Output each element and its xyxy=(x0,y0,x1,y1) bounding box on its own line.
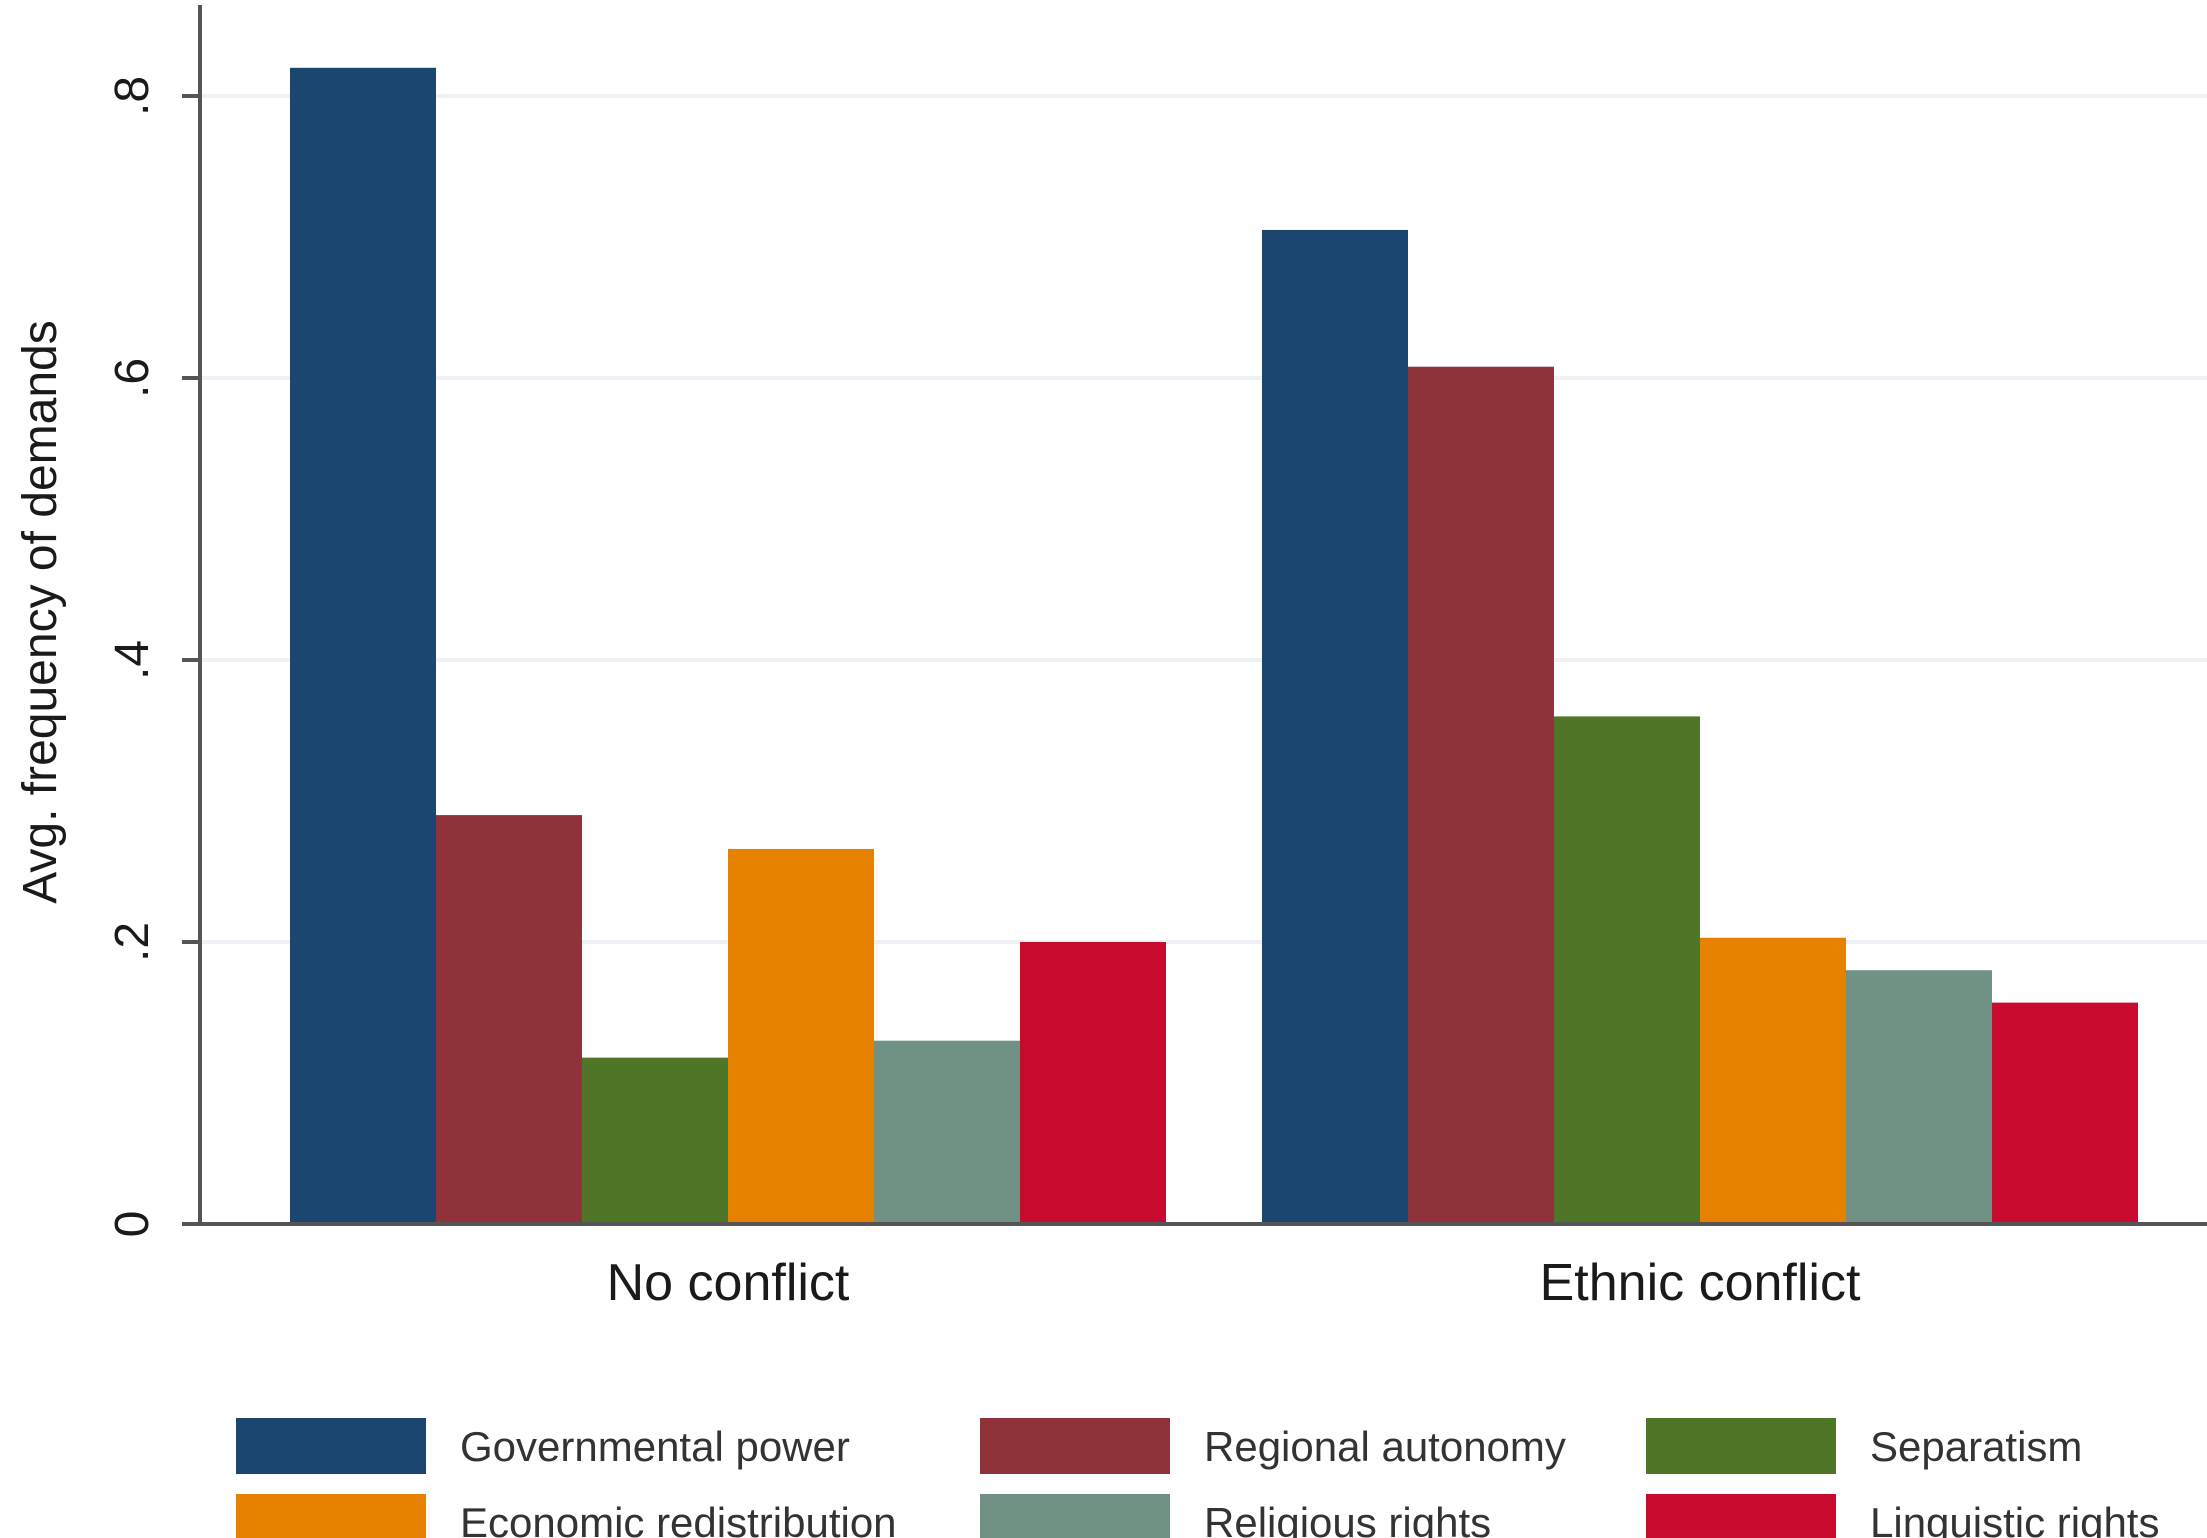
bar xyxy=(1408,366,1554,1225)
bar xyxy=(874,1040,1020,1224)
y-tick-label: .4 xyxy=(106,640,159,680)
legend-swatch xyxy=(980,1494,1170,1538)
bar xyxy=(1554,716,1700,1224)
bar xyxy=(1700,937,1846,1224)
x-category-label: No conflict xyxy=(607,1254,850,1312)
x-category-label: Ethnic conflict xyxy=(1540,1254,1861,1312)
legend-swatch xyxy=(236,1494,426,1538)
y-tick-label: .2 xyxy=(106,922,159,962)
gridlines xyxy=(202,94,2207,944)
bar xyxy=(1020,942,1166,1224)
bar xyxy=(1846,970,1992,1224)
legend-label: Separatism xyxy=(1870,1423,2082,1470)
legend-label: Linguistic rights xyxy=(1870,1499,2159,1538)
bars xyxy=(290,67,2138,1225)
legend-swatch xyxy=(1646,1494,1836,1538)
y-tick-label: .8 xyxy=(106,76,159,116)
y-ticks: 0 .2 .4 .6 .8 xyxy=(106,76,200,1237)
legend-label: Governmental power xyxy=(460,1423,850,1470)
y-tick-label: .6 xyxy=(106,358,159,398)
legend-swatch xyxy=(1646,1418,1836,1474)
bar xyxy=(436,815,582,1224)
legend-swatch xyxy=(236,1418,426,1474)
bar xyxy=(1992,1002,2138,1224)
bar xyxy=(290,67,436,1224)
bar xyxy=(1262,229,1408,1224)
bar xyxy=(582,1057,728,1224)
y-axis-label: Avg. frequency of demands xyxy=(14,320,67,903)
y-tick-label: 0 xyxy=(106,1211,159,1238)
legend-label: Religious rights xyxy=(1204,1499,1491,1538)
legend-label: Regional autonomy xyxy=(1204,1423,1566,1470)
legend: Governmental power Regional autonomy Separ… xyxy=(236,1418,2159,1538)
bar xyxy=(728,848,874,1224)
x-categories: No conflict Ethnic conflict xyxy=(607,1254,1861,1312)
legend-swatch xyxy=(980,1418,1170,1474)
legend-label: Economic redistribution xyxy=(460,1499,897,1538)
